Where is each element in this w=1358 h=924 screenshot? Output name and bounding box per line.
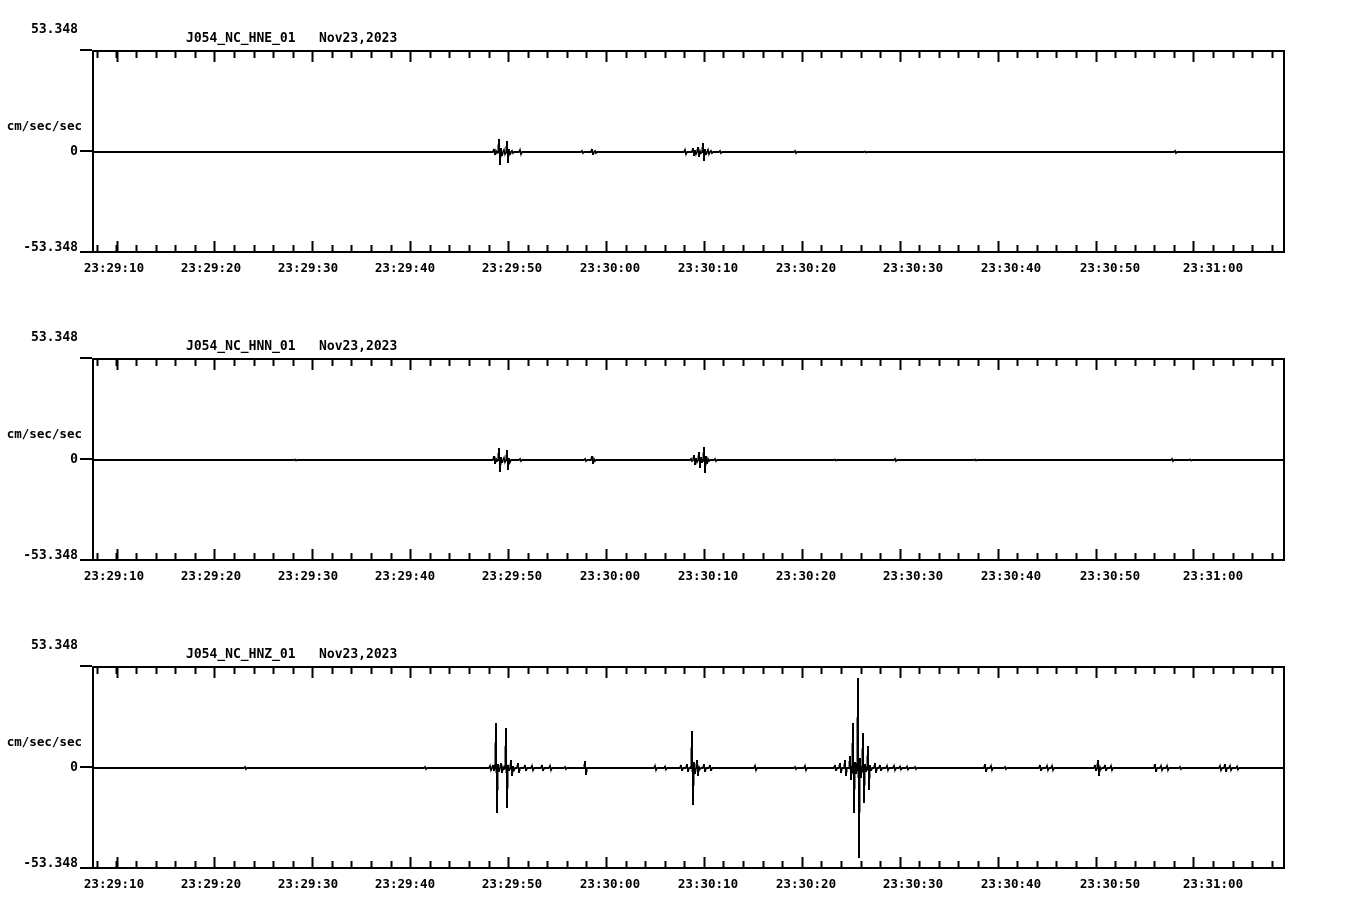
- y-max-tick-hne: [80, 49, 92, 51]
- x-tick-label-hne-10: 23:30:50: [1079, 260, 1141, 275]
- x-tick-label-hne-1: 23:29:20: [180, 260, 242, 275]
- x-tick-label-hnn-3: 23:29:40: [374, 568, 436, 583]
- plot-frame-hnn[interactable]: [92, 358, 1285, 561]
- x-tick-label-hnn-8: 23:30:30: [882, 568, 944, 583]
- x-tick-label-hne-0: 23:29:10: [83, 260, 145, 275]
- x-tick-label-hnz-7: 23:30:20: [775, 876, 837, 891]
- x-tick-label-hnz-8: 23:30:30: [882, 876, 944, 891]
- y-zero-tick-hnn: [80, 458, 92, 460]
- trace-panel-hnz: J054_NC_HNZ_01 Nov23,2023 53.348 cm/sec/…: [0, 616, 1358, 924]
- x-tick-label-hnz-9: 23:30:40: [980, 876, 1042, 891]
- x-tick-label-hne-4: 23:29:50: [481, 260, 543, 275]
- x-tick-label-hnn-5: 23:30:00: [579, 568, 641, 583]
- y-max-label-hne: 53.348: [31, 22, 78, 37]
- y-min-label-hne: -53.348: [23, 240, 78, 255]
- x-tick-label-hne-2: 23:29:30: [277, 260, 339, 275]
- x-tick-label-hnz-3: 23:29:40: [374, 876, 436, 891]
- x-tick-label-hnz-6: 23:30:10: [677, 876, 739, 891]
- panel-title-hnn: J054_NC_HNN_01 Nov23,2023: [186, 339, 398, 354]
- x-tick-label-hnz-2: 23:29:30: [277, 876, 339, 891]
- trace-panel-hne: J054_NC_HNE_01 Nov23,2023 53.348 cm/sec/…: [0, 0, 1358, 300]
- plot-frame-hne[interactable]: [92, 50, 1285, 253]
- y-min-tick-hnz: [80, 867, 92, 869]
- x-tick-label-hnn-1: 23:29:20: [180, 568, 242, 583]
- y-units-label-hnz: cm/sec/sec: [6, 734, 82, 749]
- x-tick-label-hne-7: 23:30:20: [775, 260, 837, 275]
- trace-panel-hnn: J054_NC_HNN_01 Nov23,2023 53.348 cm/sec/…: [0, 308, 1358, 608]
- panel-title-hnz: J054_NC_HNZ_01 Nov23,2023: [186, 647, 398, 662]
- x-tick-label-hnz-4: 23:29:50: [481, 876, 543, 891]
- x-tick-label-hnn-7: 23:30:20: [775, 568, 837, 583]
- x-tick-label-hnz-11: 23:31:00: [1182, 876, 1244, 891]
- x-tick-label-hnn-2: 23:29:30: [277, 568, 339, 583]
- waveform-hnn: [94, 446, 1283, 474]
- y-min-label-hnn: -53.348: [23, 548, 78, 563]
- x-tick-label-hnn-10: 23:30:50: [1079, 568, 1141, 583]
- x-tick-label-hnz-5: 23:30:00: [579, 876, 641, 891]
- x-tick-label-hnz-1: 23:29:20: [180, 876, 242, 891]
- y-zero-tick-hnz: [80, 766, 92, 768]
- y-zero-tick-hne: [80, 150, 92, 152]
- y-min-label-hnz: -53.348: [23, 856, 78, 871]
- y-zero-label-hnz: 0: [70, 760, 78, 775]
- plot-frame-hnz[interactable]: [92, 666, 1285, 869]
- waveform-hnz: [94, 677, 1283, 859]
- y-min-tick-hnn: [80, 559, 92, 561]
- y-min-tick-hne: [80, 251, 92, 253]
- x-tick-label-hnn-4: 23:29:50: [481, 568, 543, 583]
- x-tick-label-hnn-6: 23:30:10: [677, 568, 739, 583]
- x-tick-label-hne-11: 23:31:00: [1182, 260, 1244, 275]
- y-max-tick-hnn: [80, 357, 92, 359]
- y-max-label-hnn: 53.348: [31, 330, 78, 345]
- x-tick-label-hnn-9: 23:30:40: [980, 568, 1042, 583]
- x-tick-label-hnz-10: 23:30:50: [1079, 876, 1141, 891]
- x-tick-label-hnn-11: 23:31:00: [1182, 568, 1244, 583]
- x-tick-label-hne-6: 23:30:10: [677, 260, 739, 275]
- y-zero-label-hne: 0: [70, 144, 78, 159]
- y-max-tick-hnz: [80, 665, 92, 667]
- y-units-label-hne: cm/sec/sec: [6, 118, 82, 133]
- y-zero-label-hnn: 0: [70, 452, 78, 467]
- x-tick-label-hne-9: 23:30:40: [980, 260, 1042, 275]
- panel-title-hne: J054_NC_HNE_01 Nov23,2023: [186, 31, 398, 46]
- waveform-hne: [94, 138, 1283, 166]
- x-tick-label-hnz-0: 23:29:10: [83, 876, 145, 891]
- x-tick-label-hnn-0: 23:29:10: [83, 568, 145, 583]
- x-tick-label-hne-5: 23:30:00: [579, 260, 641, 275]
- y-units-label-hnn: cm/sec/sec: [6, 426, 82, 441]
- x-tick-label-hne-8: 23:30:30: [882, 260, 944, 275]
- y-max-label-hnz: 53.348: [31, 638, 78, 653]
- x-tick-label-hne-3: 23:29:40: [374, 260, 436, 275]
